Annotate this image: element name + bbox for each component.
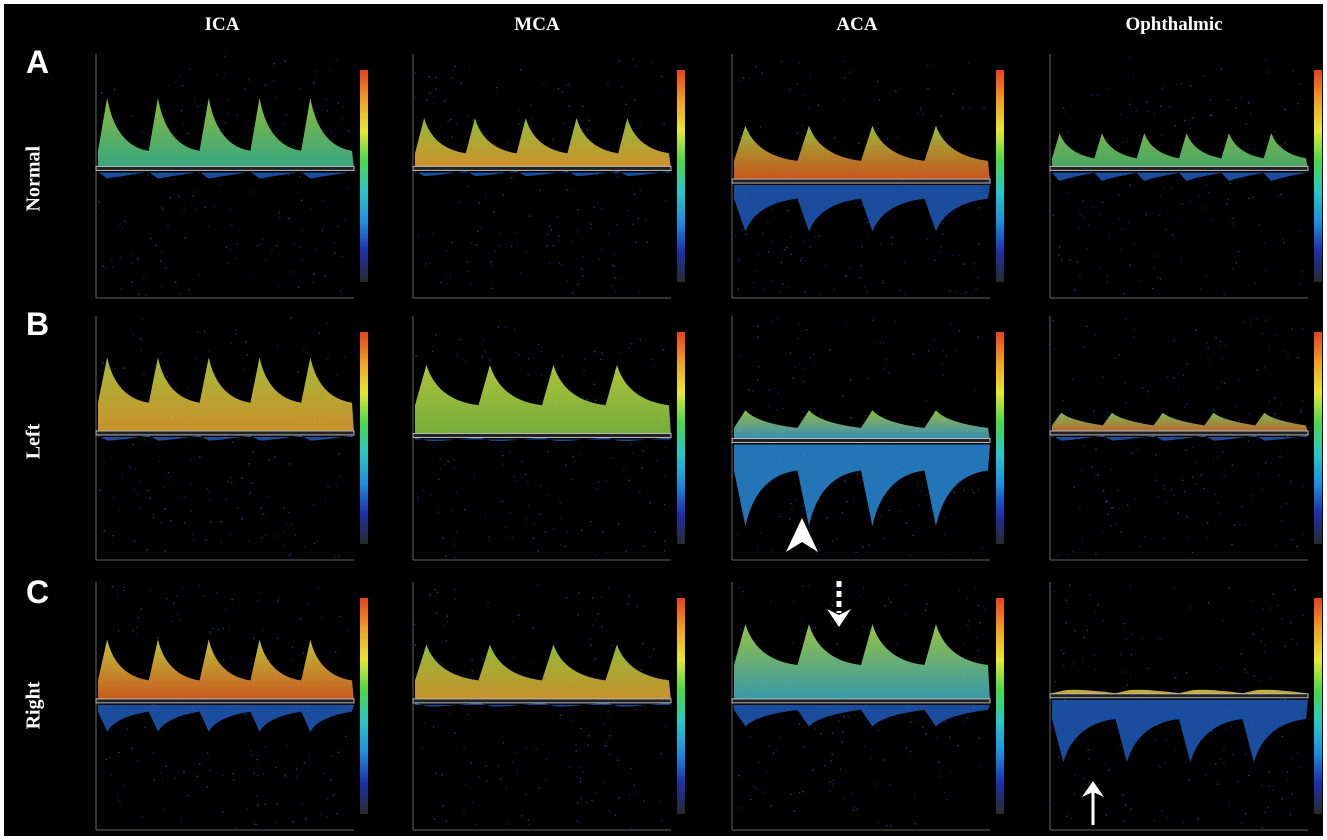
doppler-panel-a-2 xyxy=(728,50,1012,302)
lower-spectrum xyxy=(1052,172,1308,181)
upper-spectrum xyxy=(1052,413,1308,433)
column-title-mca: MCA xyxy=(437,14,637,36)
upper-spectrum xyxy=(415,365,671,436)
color-scale-bar xyxy=(360,598,368,814)
row-label-left: Left xyxy=(23,420,46,464)
doppler-panel-b-0 xyxy=(92,312,376,564)
doppler-panel-b-3 xyxy=(1046,312,1323,564)
baseline xyxy=(413,699,671,703)
lower-spectrum xyxy=(415,171,671,176)
doppler-panel-b-1 xyxy=(409,312,693,564)
upper-spectrum xyxy=(415,118,671,168)
baseline xyxy=(732,179,990,183)
doppler-panel-c-2 xyxy=(728,578,1012,834)
color-scale-bar xyxy=(360,332,368,544)
doppler-panel-c-1 xyxy=(409,578,693,834)
upper-spectrum xyxy=(415,645,671,701)
row-label-normal: Normal xyxy=(23,152,46,212)
color-scale-bar xyxy=(1314,332,1322,544)
white-arrowhead-up-icon xyxy=(782,514,822,554)
upper-spectrum xyxy=(98,639,354,700)
baseline xyxy=(1050,694,1308,698)
dashed-arrow-down-icon xyxy=(824,579,854,631)
row-letter-b: B xyxy=(26,306,49,343)
column-title-ica: ICA xyxy=(122,14,322,36)
baseline xyxy=(1050,166,1308,170)
baseline xyxy=(96,699,354,703)
baseline xyxy=(413,166,671,170)
lower-spectrum xyxy=(1052,436,1308,441)
column-title-aca: ACA xyxy=(757,14,957,36)
lower-spectrum xyxy=(1052,700,1308,763)
upper-spectrum xyxy=(734,126,990,181)
row-label-right: Right xyxy=(23,678,46,734)
column-title-ophthalmic: Ophthalmic xyxy=(1074,14,1274,36)
color-scale-bar xyxy=(360,70,368,282)
color-scale-bar xyxy=(996,598,1004,814)
color-scale-bar xyxy=(677,70,685,282)
doppler-panel-a-1 xyxy=(409,50,693,302)
lower-spectrum xyxy=(734,445,990,527)
lower-spectrum xyxy=(734,705,990,727)
upper-spectrum xyxy=(98,357,354,433)
lower-spectrum xyxy=(98,172,354,179)
baseline xyxy=(96,166,354,170)
doppler-panel-c-0 xyxy=(92,578,376,834)
lower-spectrum xyxy=(734,185,990,231)
baseline xyxy=(96,431,354,435)
baseline xyxy=(732,699,990,703)
upper-spectrum xyxy=(734,624,990,701)
doppler-panel-a-0 xyxy=(92,50,376,302)
row-letter-a: A xyxy=(26,44,49,81)
upper-spectrum xyxy=(734,410,990,440)
baseline xyxy=(1050,431,1308,435)
color-scale-bar xyxy=(1314,70,1322,282)
doppler-panel-b-2 xyxy=(728,312,1012,564)
upper-spectrum xyxy=(98,98,354,169)
color-scale-bar xyxy=(996,332,1004,544)
lower-spectrum xyxy=(98,436,354,441)
color-scale-bar xyxy=(677,332,685,544)
color-scale-bar xyxy=(677,598,685,814)
baseline xyxy=(732,439,990,443)
row-letter-c: C xyxy=(26,574,49,611)
doppler-panel-a-3 xyxy=(1046,50,1323,302)
lower-spectrum xyxy=(98,705,354,732)
arrow-up-icon xyxy=(1078,779,1108,827)
baseline xyxy=(413,433,671,437)
figure-frame: ICA MCA ACA Ophthalmic A B C Normal Left… xyxy=(4,4,1323,836)
color-scale-bar xyxy=(1314,598,1322,814)
color-scale-bar xyxy=(996,70,1004,282)
upper-spectrum xyxy=(1052,133,1308,168)
